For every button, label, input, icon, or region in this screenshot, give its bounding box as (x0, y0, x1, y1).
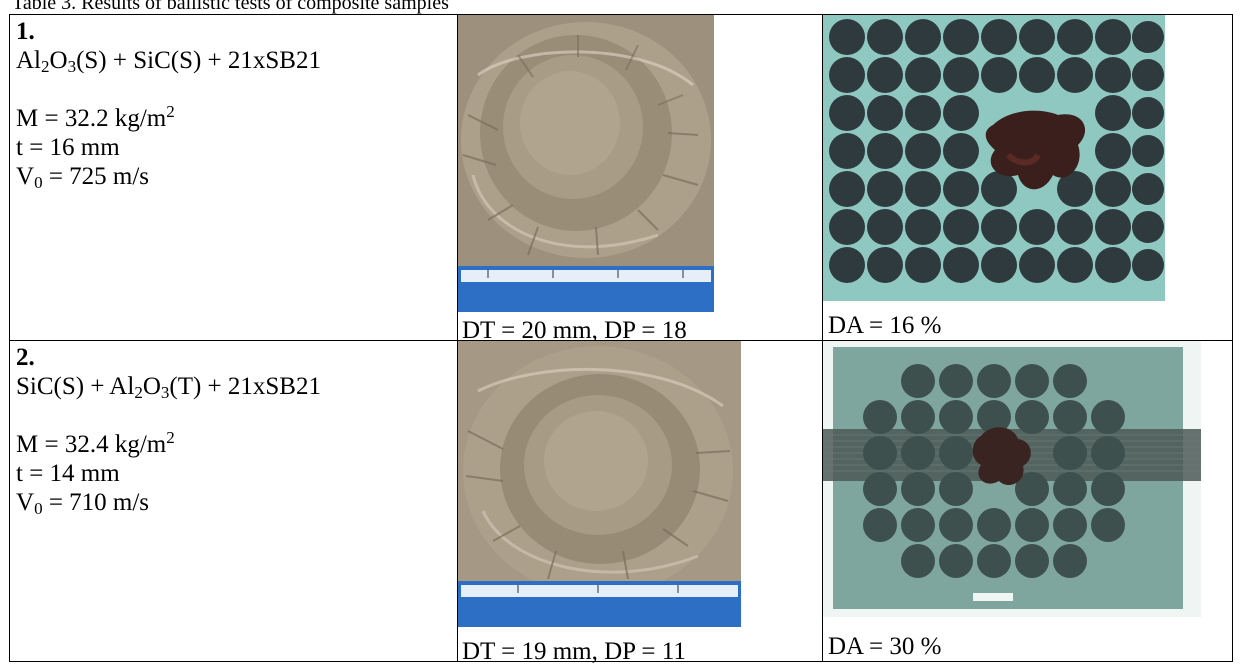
sample-composition: SiC(S) + Al2O3(T) + 21xSB21 (16, 373, 321, 402)
sample-parameters-cell: 2. SiC(S) + Al2O3(T) + 21xSB21 M = 32.4 … (9, 340, 458, 662)
sample-number: 1. (16, 18, 35, 45)
xray-photo-cell: DA = 30 % (822, 340, 1233, 662)
xray-image (823, 15, 1165, 301)
front-damage-caption: DT = 20 mm, DP = 18 (462, 317, 687, 344)
sample-composition: Al2O3(S) + SiC(S) + 21xSB21 (16, 47, 321, 76)
front-damage-caption: DT = 19 mm, DP = 11 (462, 638, 686, 665)
sample-thickness: t = 16 mm (16, 134, 120, 161)
sample-number: 2. (16, 344, 35, 371)
sample-areal-mass: M = 32.4 kg/m2 (16, 428, 175, 458)
table-row: 1. Al2O3(S) + SiC(S) + 21xSB21 M = 32.2 … (9, 14, 1233, 344)
delamination-area-caption: DA = 16 % (828, 312, 942, 339)
impact-velocity: V0 = 725 m/s (16, 163, 150, 192)
delamination-area-caption: DA = 30 % (828, 633, 942, 660)
sample-parameters-cell: 1. Al2O3(S) + SiC(S) + 21xSB21 M = 32.2 … (9, 14, 458, 341)
xray-image (823, 341, 1201, 617)
results-table: 1. Al2O3(S) + SiC(S) + 21xSB21 M = 32.2 … (9, 14, 1233, 665)
table-caption: Table 3. Results of ballistic tests of c… (12, 0, 449, 14)
sample-areal-mass: M = 32.2 kg/m2 (16, 102, 175, 132)
front-face-photo-cell: DT = 19 mm, DP = 11 (457, 340, 823, 665)
crater-photo (458, 15, 714, 312)
impact-velocity: V0 = 710 m/s (16, 489, 150, 518)
table-row: 2. SiC(S) + Al2O3(T) + 21xSB21 M = 32.4 … (9, 340, 1233, 665)
sample-thickness: t = 14 mm (16, 460, 120, 487)
crater-photo (458, 341, 741, 627)
front-face-photo-cell: DT = 20 mm, DP = 18 (457, 14, 823, 344)
xray-photo-cell: DA = 16 % (822, 14, 1233, 341)
